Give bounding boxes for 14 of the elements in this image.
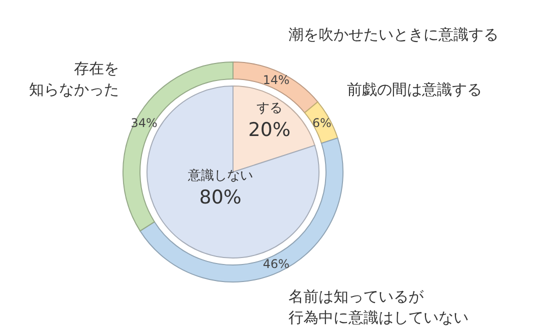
data-label: 46% bbox=[262, 256, 290, 271]
slice-label: 存在を知らなかった bbox=[29, 59, 120, 98]
data-label: 20% bbox=[248, 118, 291, 141]
slice-label: 前戯の間は意識する bbox=[346, 80, 482, 98]
slice-label: 潮を吹かせたいときに意識する bbox=[288, 25, 498, 44]
data-label: 6% bbox=[312, 116, 332, 130]
data-label: 80% bbox=[199, 186, 242, 208]
data-label: 34% bbox=[130, 116, 158, 130]
data-label: 14% bbox=[262, 73, 290, 88]
slice-label: 意識しない bbox=[186, 168, 253, 184]
slice-label: する bbox=[256, 100, 282, 116]
donut-slice bbox=[140, 138, 344, 282]
donut-slice bbox=[232, 62, 318, 114]
slice-label: 名前は知っているが行為中に意識はしていない bbox=[288, 288, 468, 327]
